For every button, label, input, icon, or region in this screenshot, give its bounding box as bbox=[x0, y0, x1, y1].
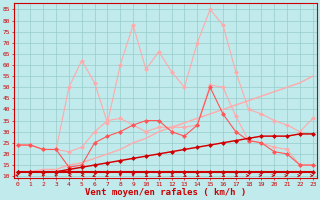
X-axis label: Vent moyen/en rafales ( km/h ): Vent moyen/en rafales ( km/h ) bbox=[84, 188, 246, 197]
